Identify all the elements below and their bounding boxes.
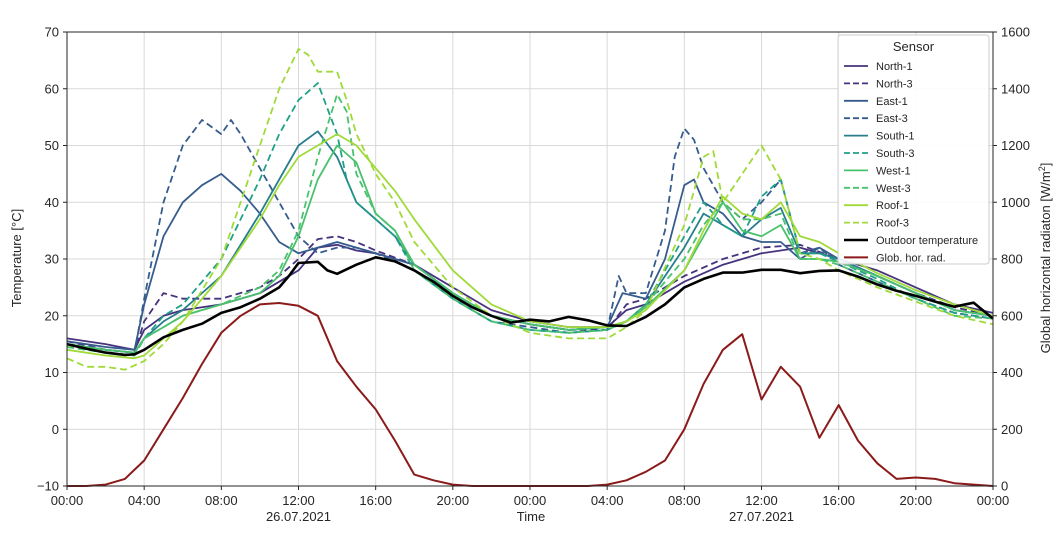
x-axis-label: Time xyxy=(517,509,545,524)
y2-tick-label: 400 xyxy=(1001,365,1023,380)
series-line-north-3 xyxy=(66,235,994,354)
legend-entry: East-3 xyxy=(876,113,908,125)
y-axis-label: Temperature [°C] xyxy=(9,209,24,307)
x-tick-label: 00:00 xyxy=(514,493,547,508)
date-label: 27.07.2021 xyxy=(729,509,794,524)
plot-lines xyxy=(66,48,994,487)
x-tick-label: 16:00 xyxy=(359,493,392,508)
legend-entry: Roof-3 xyxy=(876,218,909,230)
series-line-roof-1 xyxy=(66,133,994,360)
legend-entry: West-1 xyxy=(876,165,911,177)
y-tick-label: 0 xyxy=(52,422,59,437)
series-line-west-3 xyxy=(66,93,994,357)
x-tick-label: 20:00 xyxy=(900,493,933,508)
x-tick-label: 20:00 xyxy=(437,493,470,508)
x-tick-label: 08:00 xyxy=(668,493,701,508)
axes: 00:00 04:00 08:00 12:00 16:00 20:00 00:00 04:00… xyxy=(37,25,1030,525)
legend-box xyxy=(837,34,990,265)
legend-title: Sensor xyxy=(893,39,935,54)
x-tick-label: 12:00 xyxy=(745,493,778,508)
series-line-roof-3 xyxy=(66,48,994,371)
x-tick-label: 04:00 xyxy=(591,493,624,508)
legend: Sensor North-1 North-3 East-1 East-3 South-1 S… xyxy=(837,34,990,265)
y-tick-label: 10 xyxy=(45,365,59,380)
y-tick-label: −10 xyxy=(37,479,59,494)
legend-entry: Outdoor temperature xyxy=(876,235,978,247)
y2-tick-label: 1400 xyxy=(1001,81,1030,96)
x-tick-label: 00:00 xyxy=(51,493,84,508)
legend-entry: Roof-1 xyxy=(876,200,909,212)
y2-tick-label: 1200 xyxy=(1001,138,1030,153)
y2-tick-label: 1000 xyxy=(1001,195,1030,210)
y-tick-label: 20 xyxy=(45,308,59,323)
y-tick-label: 30 xyxy=(45,252,59,267)
x-tick-label: 00:00 xyxy=(977,493,1010,508)
legend-entry: South-3 xyxy=(876,148,915,160)
y2-axis-label: Global horizontal radiaton [W/m2] xyxy=(1037,163,1053,354)
legend-entry: West-3 xyxy=(876,183,911,195)
x-tick-label: 08:00 xyxy=(205,493,238,508)
y-tick-label: 60 xyxy=(45,81,59,96)
y2-tick-label: 1600 xyxy=(1001,25,1030,40)
y2-tick-label: 0 xyxy=(1001,479,1008,494)
legend-entry: South-1 xyxy=(876,131,915,143)
date-label: 26.07.2021 xyxy=(266,509,331,524)
x-tick-label: 12:00 xyxy=(282,493,315,508)
legend-entry: North-3 xyxy=(876,78,913,90)
x-tick-label: 04:00 xyxy=(128,493,161,508)
y2-tick-label: 800 xyxy=(1001,252,1023,267)
y2-tick-label: 200 xyxy=(1001,422,1023,437)
y2-tick-label: 600 xyxy=(1001,308,1023,323)
legend-entry: Glob. hor. rad. xyxy=(876,252,946,264)
series-line-outdoor-temperature xyxy=(66,256,994,357)
x-tick-label: 16:00 xyxy=(822,493,855,508)
y-tick-label: 40 xyxy=(45,195,59,210)
legend-entry: North-1 xyxy=(876,61,913,73)
legend-entry: East-1 xyxy=(876,96,908,108)
y-tick-label: 50 xyxy=(45,138,59,153)
y-tick-label: 70 xyxy=(45,25,59,40)
